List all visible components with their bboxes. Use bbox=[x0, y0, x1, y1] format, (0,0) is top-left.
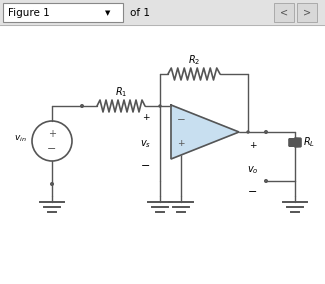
Text: $R_1$: $R_1$ bbox=[115, 85, 127, 99]
Text: >: > bbox=[303, 7, 311, 18]
Text: −: − bbox=[248, 187, 258, 197]
Text: −: − bbox=[141, 161, 151, 171]
Text: of 1: of 1 bbox=[130, 7, 150, 18]
Text: +: + bbox=[142, 114, 150, 122]
Bar bbox=[3, 3, 123, 22]
Bar bbox=[297, 3, 317, 22]
Text: −: − bbox=[176, 115, 185, 125]
Text: +: + bbox=[249, 141, 257, 151]
Text: $v_{in}$: $v_{in}$ bbox=[14, 134, 26, 144]
Text: −: − bbox=[47, 144, 57, 154]
Text: +: + bbox=[177, 139, 185, 148]
Text: $v_o$: $v_o$ bbox=[247, 164, 259, 176]
Circle shape bbox=[159, 105, 161, 107]
Bar bbox=[274, 3, 294, 22]
Text: ▼: ▼ bbox=[105, 10, 111, 16]
Text: <: < bbox=[280, 7, 288, 18]
Circle shape bbox=[247, 131, 249, 133]
Text: $R_L$: $R_L$ bbox=[303, 135, 315, 149]
Text: $R_2$: $R_2$ bbox=[188, 53, 200, 67]
Text: Figure 1: Figure 1 bbox=[8, 7, 50, 18]
Text: $v_s$: $v_s$ bbox=[140, 138, 151, 150]
Bar bbox=[0, 0, 325, 25]
Text: +: + bbox=[48, 129, 56, 139]
Polygon shape bbox=[171, 105, 239, 159]
